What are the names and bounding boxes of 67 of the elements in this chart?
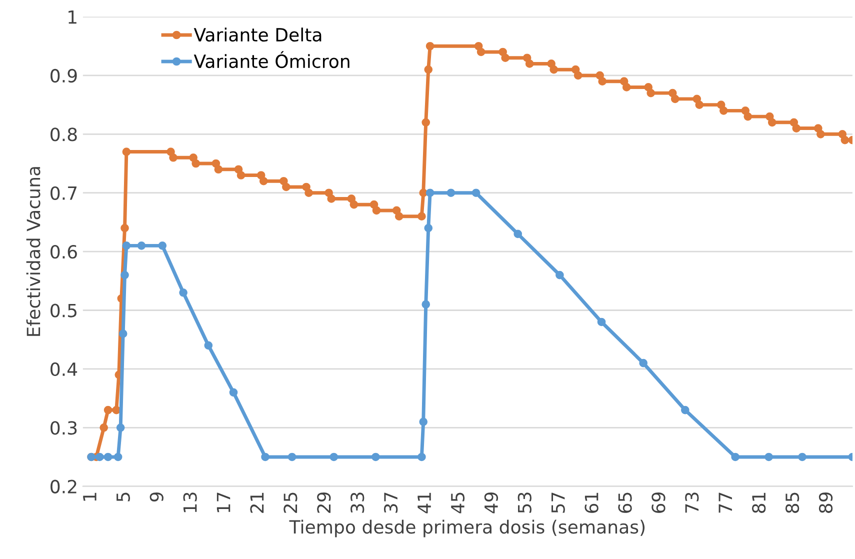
x-tick-label: 29 <box>317 492 331 513</box>
x-tick-label: 45 <box>451 492 465 514</box>
x-tick-label: 33 <box>350 492 364 513</box>
point <box>426 188 434 198</box>
x-tick-label: 61 <box>584 492 598 513</box>
point <box>330 452 338 462</box>
point <box>419 418 428 426</box>
y-tick-label: 0.8 <box>50 128 77 142</box>
x-tick-label: 9 <box>150 492 164 502</box>
point <box>764 452 773 462</box>
point <box>120 270 129 280</box>
legend-label: Variante Delta <box>194 28 322 42</box>
x-tick-label: 81 <box>752 492 766 513</box>
point <box>514 230 522 238</box>
point <box>122 242 131 250</box>
point <box>731 452 740 462</box>
point <box>116 423 125 432</box>
x-tick-label: 77 <box>718 492 732 513</box>
point <box>104 452 112 462</box>
point <box>372 452 380 462</box>
y-tick-label: 0.5 <box>50 304 76 318</box>
point <box>261 452 270 462</box>
point <box>204 341 213 350</box>
y-tick-label: 0.4 <box>50 362 78 376</box>
point <box>158 242 167 250</box>
y-tick-label: 0.2 <box>50 480 76 494</box>
point <box>229 388 238 397</box>
x-tick-label: 17 <box>216 492 230 512</box>
x-tick-label: 53 <box>518 492 532 513</box>
legend-label: Variante Ómicron <box>194 51 350 68</box>
x-tick-label: 57 <box>552 492 565 513</box>
point <box>472 188 480 198</box>
x-tick-label: 5 <box>116 492 130 502</box>
y-tick-label: 0.3 <box>50 421 77 435</box>
point <box>418 452 426 462</box>
point <box>118 330 128 338</box>
point <box>424 224 433 232</box>
x-tick-label: 25 <box>284 492 298 513</box>
x-tick-label: 73 <box>685 492 699 513</box>
y-tick-label: 0.9 <box>50 68 77 83</box>
point <box>179 288 188 297</box>
y-tick-label: 0.6 <box>50 245 77 259</box>
point <box>137 242 146 250</box>
point <box>446 188 456 198</box>
x-tick-label: 89 <box>818 492 833 513</box>
y-tick-label: 1 <box>68 10 76 24</box>
point <box>798 452 806 462</box>
point <box>288 452 296 462</box>
x-axis-title: Tiempo desde primera dosis (semanas) <box>289 520 645 538</box>
x-tick-label: 41 <box>418 492 431 514</box>
x-tick-label: 65 <box>618 492 632 513</box>
point <box>114 452 122 462</box>
y-axis-title: Efectividad Vacuna <box>26 167 40 336</box>
x-tick-label: 85 <box>785 492 800 513</box>
x-tick-label: 37 <box>384 492 398 513</box>
x-tick-label: 49 <box>484 492 498 514</box>
x-tick-label: 21 <box>250 492 264 513</box>
point <box>639 358 648 368</box>
point <box>680 406 690 414</box>
y-tick-label: 0.7 <box>50 186 77 200</box>
point <box>556 270 564 280</box>
x-tick-label: 1 <box>83 492 96 501</box>
x-tick-label: 69 <box>652 492 666 513</box>
x-tick-label: 13 <box>183 492 197 512</box>
point <box>597 318 606 326</box>
point <box>95 452 104 462</box>
point <box>422 300 430 309</box>
